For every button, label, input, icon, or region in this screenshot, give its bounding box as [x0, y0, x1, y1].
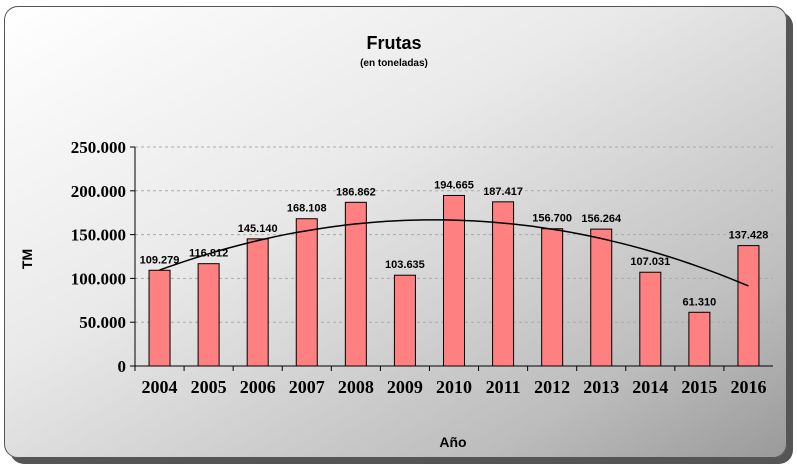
y-tick-label: 200.000	[71, 182, 126, 201]
x-tick-label: 2013	[583, 377, 619, 397]
trendline	[159, 219, 749, 287]
bar	[393, 274, 416, 367]
y-tick-label: 0	[118, 357, 127, 376]
bar	[590, 228, 613, 367]
y-tick-label: 250.000	[71, 138, 126, 157]
bar	[197, 263, 220, 367]
x-axis-label: Año	[439, 434, 466, 450]
y-tick-label: 50.000	[79, 313, 126, 332]
bar	[639, 271, 662, 367]
data-label: 116.812	[189, 248, 228, 260]
data-label: 156.700	[532, 213, 572, 225]
bar	[541, 228, 564, 367]
x-tick-label: 2011	[486, 377, 521, 397]
bar	[295, 218, 318, 367]
x-tick-label: 2009	[387, 377, 423, 397]
data-label: 61.310	[683, 296, 717, 308]
x-tick-label: 2005	[191, 377, 227, 397]
bar	[737, 245, 760, 367]
chart-svg: Frutas (en toneladas) TM Año 0 50.000 100.…	[19, 33, 773, 450]
bar	[344, 201, 367, 367]
x-tick-label: 2016	[730, 377, 766, 397]
y-tick-label: 150.000	[71, 226, 126, 245]
trend-line	[159, 219, 749, 287]
x-tick-label: 2006	[240, 377, 276, 397]
x-tick-label: 2012	[534, 377, 570, 397]
chart-title: Frutas	[366, 33, 421, 53]
bar	[246, 238, 269, 367]
data-label: 137.428	[729, 230, 769, 242]
data-label: 109.279	[140, 254, 180, 266]
y-tick-label: 100.000	[71, 269, 126, 288]
labels: 0 50.000 100.000 150.000 200.000 250.000 2004 1…	[71, 138, 769, 397]
x-tick-label: 2004	[142, 377, 178, 397]
bar	[492, 201, 515, 367]
bar	[688, 311, 711, 367]
data-label: 107.031	[630, 256, 670, 268]
data-label: 194.665	[434, 179, 474, 191]
data-label: 168.108	[287, 203, 327, 215]
data-label: 186.862	[336, 186, 376, 198]
data-label: 187.417	[483, 186, 523, 198]
x-tick-label: 2008	[338, 377, 374, 397]
x-tick-label: 2007	[289, 377, 325, 397]
data-label: 145.140	[238, 223, 278, 235]
bar	[148, 269, 171, 367]
x-tick-label: 2010	[436, 377, 472, 397]
axes	[130, 146, 773, 371]
x-tick-label: 2015	[681, 377, 717, 397]
chart-subtitle: (en toneladas)	[360, 58, 428, 69]
chart-frame: Frutas (en toneladas) TM Año 0 50.000 100.…	[4, 6, 787, 458]
data-label: 156.264	[581, 213, 622, 225]
data-label: 103.635	[385, 259, 425, 271]
y-axis-label: TM	[19, 249, 35, 269]
bars	[148, 194, 760, 367]
x-tick-label: 2014	[632, 377, 668, 397]
